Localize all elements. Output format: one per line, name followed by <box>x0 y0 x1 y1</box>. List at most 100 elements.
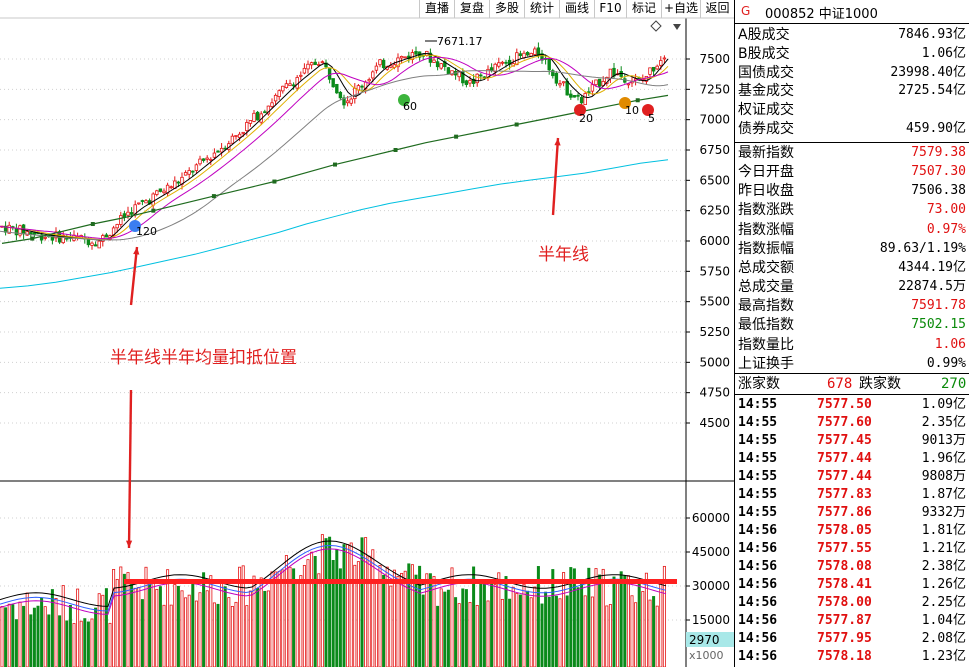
half-year-line <box>1 94 669 244</box>
stat-row: 指数涨幅 0.97% <box>735 221 969 239</box>
candle-body <box>432 59 436 63</box>
stat-label: 权证成交 <box>738 102 794 119</box>
volume-bar <box>140 599 144 667</box>
down-count-label: 跌家数 <box>859 376 901 392</box>
stat-row: 最高指数 7591.78 <box>735 297 969 315</box>
moving-average-lines <box>0 52 669 289</box>
volume-average-lines <box>0 540 667 615</box>
volume-bar <box>472 566 476 667</box>
toolbar-stats-button[interactable]: 统计 <box>524 0 559 18</box>
candle-body <box>356 85 361 91</box>
price-tick-label: 7500 <box>699 52 730 66</box>
candle-body <box>331 78 335 88</box>
volume-tick-label: 15000 <box>692 613 730 627</box>
volume-bar <box>234 601 238 667</box>
candle-body <box>299 74 303 77</box>
candle-body <box>183 172 188 176</box>
toolbar-multi-stock-button[interactable]: 多股 <box>489 0 524 18</box>
volume-bar <box>392 569 396 667</box>
volume-bar <box>590 596 594 667</box>
current-volume-box <box>686 632 734 647</box>
tick-row: 14:56 7578.00 2.25亿 <box>735 594 969 612</box>
tick-time: 14:55 <box>738 397 778 412</box>
volume-bar <box>439 588 443 667</box>
volume-bar <box>457 603 461 667</box>
tick-row: 14:56 7577.87 1.04亿 <box>735 612 969 630</box>
stat-row: 国债成交 23998.40亿 <box>735 64 969 82</box>
volume-bar <box>554 595 558 667</box>
stat-value: 89.63/1.19% <box>879 240 966 256</box>
price-tick-label: 7000 <box>699 113 730 127</box>
volume-bar <box>619 571 623 667</box>
toolbar-live-button[interactable]: 直播 <box>419 0 454 18</box>
volume-bar <box>284 555 288 667</box>
stat-value: 7502.15 <box>911 317 966 333</box>
toolbar-f10-button[interactable]: F10 <box>594 0 626 18</box>
candle-body <box>450 70 454 76</box>
tick-price: 7577.55 <box>817 541 872 556</box>
volume-bar <box>500 598 504 667</box>
toolbar-replay-button[interactable]: 复盘 <box>454 0 489 18</box>
volume-bar <box>54 598 58 667</box>
toolbar-mark-button[interactable]: 标记 <box>626 0 661 18</box>
volume-bar <box>522 583 526 667</box>
half-year-line-annotation: 半年线 <box>538 245 589 265</box>
candle-body <box>561 81 566 84</box>
current-volume-label: 2970 <box>689 633 720 647</box>
market-breadth-row: 涨家数 678 跌家数 270 <box>735 375 969 393</box>
candle-body <box>212 152 217 158</box>
price-tick-label: 6500 <box>699 173 730 187</box>
price-tick-label: 4500 <box>699 416 730 430</box>
volume-bar <box>526 590 530 667</box>
volume-bar <box>508 598 512 667</box>
volume-bar <box>14 619 18 667</box>
candle-body <box>248 120 253 124</box>
toolbar-add-watch-button[interactable]: +自选 <box>661 0 700 18</box>
stat-row: 指数涨跌 73.00 <box>735 201 969 219</box>
stat-row: 权证成交 <box>735 101 969 119</box>
candle-body <box>162 190 166 194</box>
volume-bar <box>583 595 587 667</box>
volume-bar <box>281 569 285 667</box>
candle-body <box>378 59 382 66</box>
stat-label: B股成交 <box>738 45 790 62</box>
candle-body <box>277 90 281 97</box>
stat-value: 2725.54亿 <box>898 83 966 99</box>
tick-row: 14:56 7577.55 1.21亿 <box>735 540 969 558</box>
toolbar-back-button[interactable]: 返回 <box>700 0 734 18</box>
stat-row: 债券成交 459.90亿 <box>735 120 969 138</box>
volume-bar <box>7 603 11 667</box>
volume-bar <box>493 584 497 667</box>
down-count-value: 270 <box>941 376 967 392</box>
tick-volume: 1.09亿 <box>921 397 966 412</box>
stat-value: 4344.19亿 <box>898 259 966 275</box>
candle-body <box>608 68 613 79</box>
volume-bar <box>389 585 393 667</box>
volume-bar <box>616 581 620 667</box>
candle-body <box>126 211 130 216</box>
volume-bar <box>468 602 472 667</box>
candle-body <box>367 79 371 82</box>
price-volume-chart[interactable]: 7500 7250 7000 6750 6500 6250 6000 5750 5500 5250… <box>0 0 734 667</box>
volume-bar <box>572 568 576 667</box>
volume-bar <box>191 580 195 667</box>
up-count-value: 678 <box>827 376 853 392</box>
volume-bar <box>151 581 155 667</box>
stat-value: 0.97% <box>926 221 966 237</box>
volume-bar <box>605 605 609 667</box>
candle-body <box>583 93 587 105</box>
tick-row: 14:55 7577.86 9332万 <box>735 504 969 522</box>
volume-bar <box>382 574 386 667</box>
toolbar-draw-button[interactable]: 画线 <box>559 0 594 18</box>
candle-body <box>338 91 343 99</box>
volume-bar <box>637 582 641 667</box>
candle-body <box>659 60 663 66</box>
volume-bar <box>198 592 202 667</box>
volume-ma10-line <box>0 544 667 612</box>
tick-price: 7577.44 <box>817 469 872 484</box>
volume-bar <box>144 566 148 667</box>
candle-body <box>281 85 285 92</box>
volume-bar <box>353 564 357 667</box>
volume-bar <box>126 572 130 667</box>
volume-bar <box>421 594 425 667</box>
